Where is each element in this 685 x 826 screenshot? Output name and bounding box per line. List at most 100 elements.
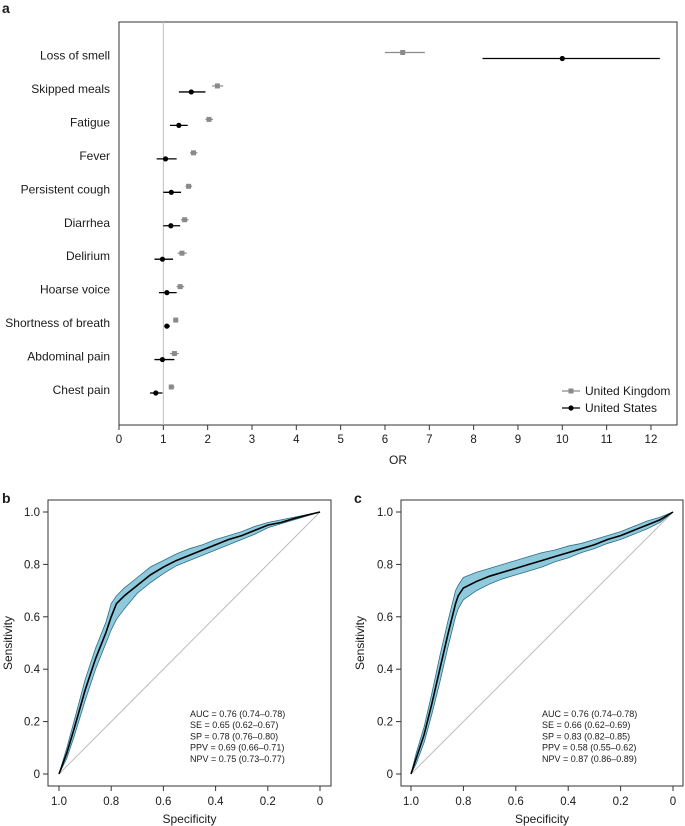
y-tick-label: 0.8: [377, 559, 393, 571]
category-label: Hoarse voice: [40, 283, 110, 297]
legend-uk-label: United Kingdom: [585, 384, 670, 398]
stats-annotation-line: SP = 0.83 (0.82–0.85): [542, 731, 630, 741]
panel-c-letter: c: [354, 490, 362, 506]
category-label: Persistent cough: [21, 182, 110, 196]
x-tick-label: 0.2: [260, 796, 276, 808]
x-tick-label: 1.0: [403, 796, 419, 808]
y-tick-label: 0.4: [24, 664, 41, 676]
chance-diagonal: [58, 511, 321, 775]
y-tick-label: 1.0: [377, 507, 393, 519]
uk-or-marker: [400, 50, 406, 55]
category-labels: Loss of smell Skipped meals Fatigue Fever Pe…: [5, 49, 110, 398]
panel-b-letter: b: [2, 490, 11, 506]
y-axis-title: Sensitivity: [353, 616, 367, 670]
uk-or-marker: [179, 250, 185, 256]
x-tick-label: 0.8: [103, 796, 119, 808]
us-or-marker: [159, 256, 166, 262]
uk-or-marker: [206, 116, 212, 122]
us-or-marker: [164, 323, 170, 329]
us-or-marker: [159, 356, 166, 363]
panel-c-roc-plot: c 1.0 0.8 0.6 0.4 0.2 0 0 0.2 0.4 0.6 0.8 1.0 Specif…: [353, 490, 684, 826]
us-or-marker: [168, 189, 174, 195]
x-tick-label: 0: [116, 434, 122, 446]
x-tick-label: 5: [337, 434, 343, 446]
category-label: Fever: [79, 149, 110, 163]
y-tick-label: 0.6: [377, 612, 393, 624]
stats-annotation-line: SE = 0.65 (0.62–0.67): [190, 720, 278, 730]
x-axis-ticks: 0 1 2 3 4 5 6 7 8 9 10 11 12: [116, 425, 657, 446]
category-label: Abdominal pain: [27, 350, 110, 364]
x-tick-label: 10: [556, 434, 569, 446]
category-label: Skipped meals: [31, 82, 110, 96]
stats-annotation-line: PPV = 0.58 (0.55–0.62): [542, 743, 636, 753]
x-axis-title: Specificity: [515, 812, 569, 826]
stats-annotation-line: AUC = 0.76 (0.74–0.78): [190, 709, 285, 719]
stats-annotation-line: NPV = 0.75 (0.73–0.77): [190, 754, 285, 764]
x-tick-label: 0.4: [208, 796, 225, 808]
x-tick-label: 2: [204, 434, 210, 446]
x-tick-label: 6: [382, 434, 388, 446]
us-or-marker: [188, 89, 194, 95]
x-tick-label: 0: [670, 796, 676, 808]
x-tick-label: 7: [426, 434, 432, 446]
x-tick-label: 3: [249, 434, 255, 446]
y-tick-label: 0: [34, 769, 40, 781]
plot-frame: [47, 499, 332, 787]
x-tick-label: 9: [515, 434, 521, 446]
plot-frame: [400, 499, 684, 787]
x-tick-label: 4: [293, 434, 300, 446]
uk-or-marker: [168, 384, 174, 390]
chance-diagonal: [410, 511, 674, 775]
x-tick-label: 0.2: [613, 796, 629, 808]
stats-annotation-line: PPV = 0.69 (0.66–0.71): [190, 743, 284, 753]
uk-or-marker: [190, 150, 196, 156]
y-tick-label: 0.4: [377, 664, 394, 676]
x-axis-title: OR: [389, 453, 407, 467]
y-tick-label: 0.2: [24, 717, 40, 729]
panel-b-roc-plot: b 1.0 0.8 0.6 0.4 0.2 0 0 0.2 0.4 0.6 0.8 1.0 Specif…: [1, 490, 332, 826]
us-or-marker: [164, 290, 170, 296]
roc-curve: [410, 511, 674, 775]
y-tick-label: 0.8: [24, 559, 40, 571]
uk-or-marker: [186, 183, 192, 189]
x-tick-label: 0.4: [560, 796, 577, 808]
uk-or-marker: [171, 351, 177, 357]
x-axis-title: Specificity: [162, 812, 216, 826]
category-label: Shortness of breath: [5, 316, 110, 330]
y-tick-label: 0.2: [377, 717, 393, 729]
us-or-marker: [176, 122, 182, 128]
x-tick-label: 0: [317, 796, 323, 808]
stats-annotation-line: SE = 0.66 (0.62–0.69): [542, 720, 630, 730]
panel-a-forest-plot: a Loss of smell Skipped meals Fatigue Fever…: [2, 0, 678, 467]
us-or-marker: [153, 390, 159, 396]
us-or-marker: [162, 156, 169, 162]
x-tick-label: 8: [470, 434, 476, 446]
roc-curve: [58, 511, 321, 775]
y-tick-label: 0.6: [24, 612, 40, 624]
x-tick-label: 1.0: [51, 796, 67, 808]
stats-annotation-line: AUC = 0.76 (0.74–0.78): [542, 709, 637, 719]
legend-us-marker: [568, 405, 574, 411]
uk-or-marker: [214, 83, 220, 89]
x-tick-label: 0.8: [455, 796, 471, 808]
category-label: Fatigue: [70, 115, 110, 129]
stats-annotation-line: SP = 0.78 (0.76–0.80): [190, 731, 278, 741]
legend-us-label: United States: [585, 401, 657, 415]
category-label: Loss of smell: [40, 49, 110, 63]
legend: United Kingdom United States: [562, 384, 670, 415]
forest-marks: [150, 50, 660, 396]
legend-uk-marker: [568, 388, 574, 394]
category-label: Diarrhea: [64, 216, 110, 230]
y-axis-title: Sensitivity: [1, 616, 15, 670]
uk-or-marker: [173, 317, 179, 323]
x-tick-label: 0.6: [508, 796, 524, 808]
stats-annotation-line: NPV = 0.87 (0.86–0.89): [542, 754, 637, 764]
us-or-marker: [559, 55, 565, 62]
uk-or-marker: [182, 217, 188, 223]
y-tick-label: 1.0: [24, 507, 40, 519]
x-tick-label: 0.6: [155, 796, 171, 808]
uk-or-marker: [177, 284, 183, 290]
x-tick-label: 1: [160, 434, 166, 446]
y-tick-label: 0: [387, 769, 393, 781]
